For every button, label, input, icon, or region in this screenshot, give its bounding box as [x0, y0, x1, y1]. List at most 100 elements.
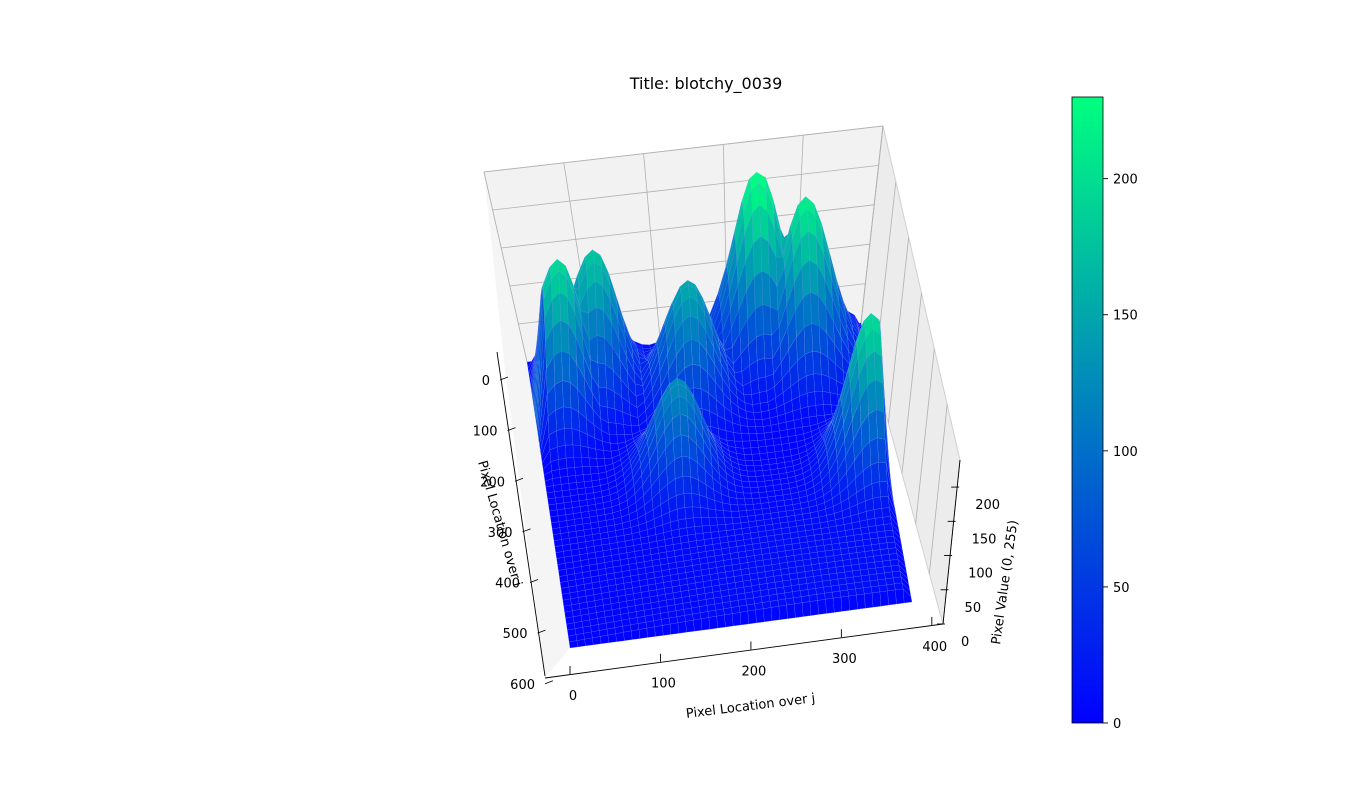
surface-patch [638, 627, 648, 639]
surface-patch [889, 558, 900, 567]
surface-patch [583, 480, 594, 489]
surface-patch [568, 482, 578, 491]
surface-patch [829, 392, 839, 406]
z-tick-label: 50 [965, 601, 982, 616]
surface-patch [700, 517, 711, 527]
colorbar-tick-label: 150 [1113, 309, 1138, 324]
surface-patch [746, 509, 756, 517]
surface-patch [686, 526, 696, 536]
surface-patch [743, 447, 753, 455]
surface-patch [883, 565, 893, 574]
surface-patch [868, 525, 878, 534]
surface-patch [692, 506, 702, 519]
surface-patch [873, 555, 883, 563]
colorbar-tick-label: 200 [1113, 173, 1138, 188]
surface-patch [870, 585, 881, 594]
y-tick [514, 477, 524, 482]
surface-patch [877, 578, 887, 587]
surface-patch [753, 270, 764, 310]
surface-patch [867, 379, 877, 415]
grid-line [860, 125, 884, 324]
surface-patch [877, 437, 887, 464]
surface-patch [879, 590, 889, 607]
colorbar-tick-label: 0 [1113, 717, 1121, 732]
surface-patch [840, 595, 851, 612]
surface-patch [893, 576, 903, 585]
surface-patch [876, 530, 887, 539]
surface-patch [623, 630, 633, 641]
surface-patch [854, 581, 864, 590]
surface-patch [758, 446, 768, 454]
surface-patch [815, 404, 825, 417]
grid-line [492, 165, 879, 211]
surface-patch [895, 588, 905, 605]
surface-patch [709, 524, 719, 533]
surface-patch [566, 467, 576, 477]
colorbar-ticks: 0 50 100 150 200 [1103, 173, 1138, 732]
surface-patch [773, 444, 783, 453]
surface-patch [724, 613, 734, 628]
surface-patch [751, 453, 761, 461]
plot-3d: 0 100 200 300 400 0 100 200 300 400 500 600 0 50 100 15… [473, 125, 1000, 704]
surface-patch [693, 517, 703, 527]
surface-patch [550, 459, 560, 472]
surface-patch [595, 306, 605, 339]
surface-patch [700, 507, 710, 518]
surface-patch [551, 469, 561, 479]
surface-patch [750, 446, 760, 455]
surface-patch [732, 612, 742, 627]
surface-patch [740, 425, 750, 435]
surface-patch [662, 623, 672, 636]
surface-patch [599, 634, 610, 645]
y-tick [537, 629, 546, 634]
surface-patch [832, 596, 843, 613]
surface-patch [762, 425, 773, 434]
surface-patch [765, 445, 776, 454]
x-tick-label: 200 [741, 664, 766, 679]
surface-patch [746, 418, 756, 428]
surface-patch [829, 578, 840, 587]
grid-line [915, 348, 935, 524]
surface-patch [679, 413, 689, 438]
x-tick-label: 400 [922, 640, 947, 655]
surface-patch [559, 292, 569, 325]
surface-patch [582, 466, 592, 475]
surface-patch [747, 426, 757, 435]
grid-line [901, 292, 922, 474]
surface-patch [690, 315, 700, 343]
surface-patch [767, 451, 777, 460]
surface-patch [560, 483, 570, 492]
surface-patch [598, 386, 608, 408]
surface-patch [555, 406, 565, 431]
surface-patch [778, 604, 788, 621]
surface-patch [805, 373, 815, 394]
y-axis-line [496, 351, 546, 677]
surface-patch [553, 484, 563, 493]
surface-patch [800, 406, 810, 419]
surface-patch [822, 391, 832, 406]
surface-patch [748, 433, 758, 442]
surface-patch [750, 492, 761, 499]
surface-patch [677, 518, 688, 530]
surface-patch [574, 466, 584, 476]
surface-patch [885, 535, 895, 544]
surface-patch [793, 418, 803, 429]
surface-patch [589, 335, 599, 364]
x-axis-label: Pixel Location over j [685, 691, 816, 722]
surface-patch [858, 562, 869, 571]
surface-patch [867, 518, 877, 528]
surface-patch [607, 633, 617, 644]
surface-patch [736, 498, 746, 506]
x-tick-label: 0 [569, 689, 577, 704]
surface-patch [809, 259, 819, 297]
surface-patch [882, 516, 892, 525]
surface-patch [724, 517, 734, 525]
surface-patch [762, 469, 772, 477]
surface-patch [764, 438, 775, 447]
surface-patch [813, 373, 823, 392]
surface-patch [718, 530, 728, 538]
surface-patch [873, 508, 883, 519]
surface-patch [861, 580, 872, 589]
y-tick [507, 427, 516, 432]
surface-patch [587, 447, 597, 459]
